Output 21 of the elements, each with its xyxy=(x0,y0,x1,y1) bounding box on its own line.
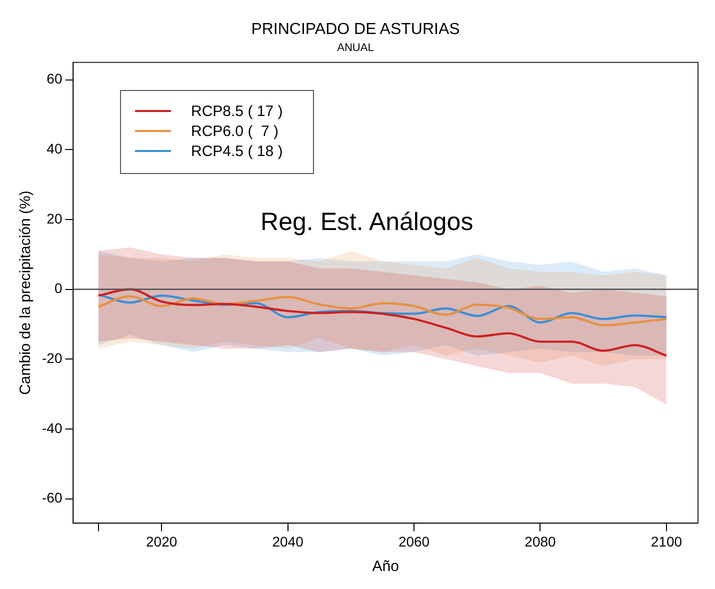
line-series xyxy=(97,288,668,357)
x-tick-label: 2060 xyxy=(398,533,430,550)
y-tick-label: 40 xyxy=(46,140,62,157)
x-tick-label: 2100 xyxy=(650,533,682,550)
y-tick-label: 60 xyxy=(46,70,62,87)
y-axis-title: Cambio de la precipitación (%) xyxy=(17,190,34,395)
annotation: Reg. Est. Análogos xyxy=(260,208,474,236)
x-tick-label: 2040 xyxy=(272,533,304,550)
legend-label: RCP8.5 ( 17 ) xyxy=(191,102,283,120)
legend-label: RCP6.0 ( 7 ) xyxy=(191,122,279,140)
chart-title: PRINCIPADO DE ASTURIAS xyxy=(251,21,460,38)
y-tick-label: -60 xyxy=(42,490,62,506)
chart-subtitle: ANUAL xyxy=(337,42,374,54)
x-axis-title: Año xyxy=(372,558,399,576)
x-tick-label: 2080 xyxy=(524,533,556,550)
x-tick-label: 2020 xyxy=(146,533,178,550)
y-tick-label: 0 xyxy=(54,280,62,296)
y-tick-label: -20 xyxy=(42,350,62,366)
y-tick-label: -40 xyxy=(42,420,62,436)
legend-label: RCP4.5 ( 18 ) xyxy=(191,142,283,160)
y-tick-label: 20 xyxy=(46,210,62,226)
